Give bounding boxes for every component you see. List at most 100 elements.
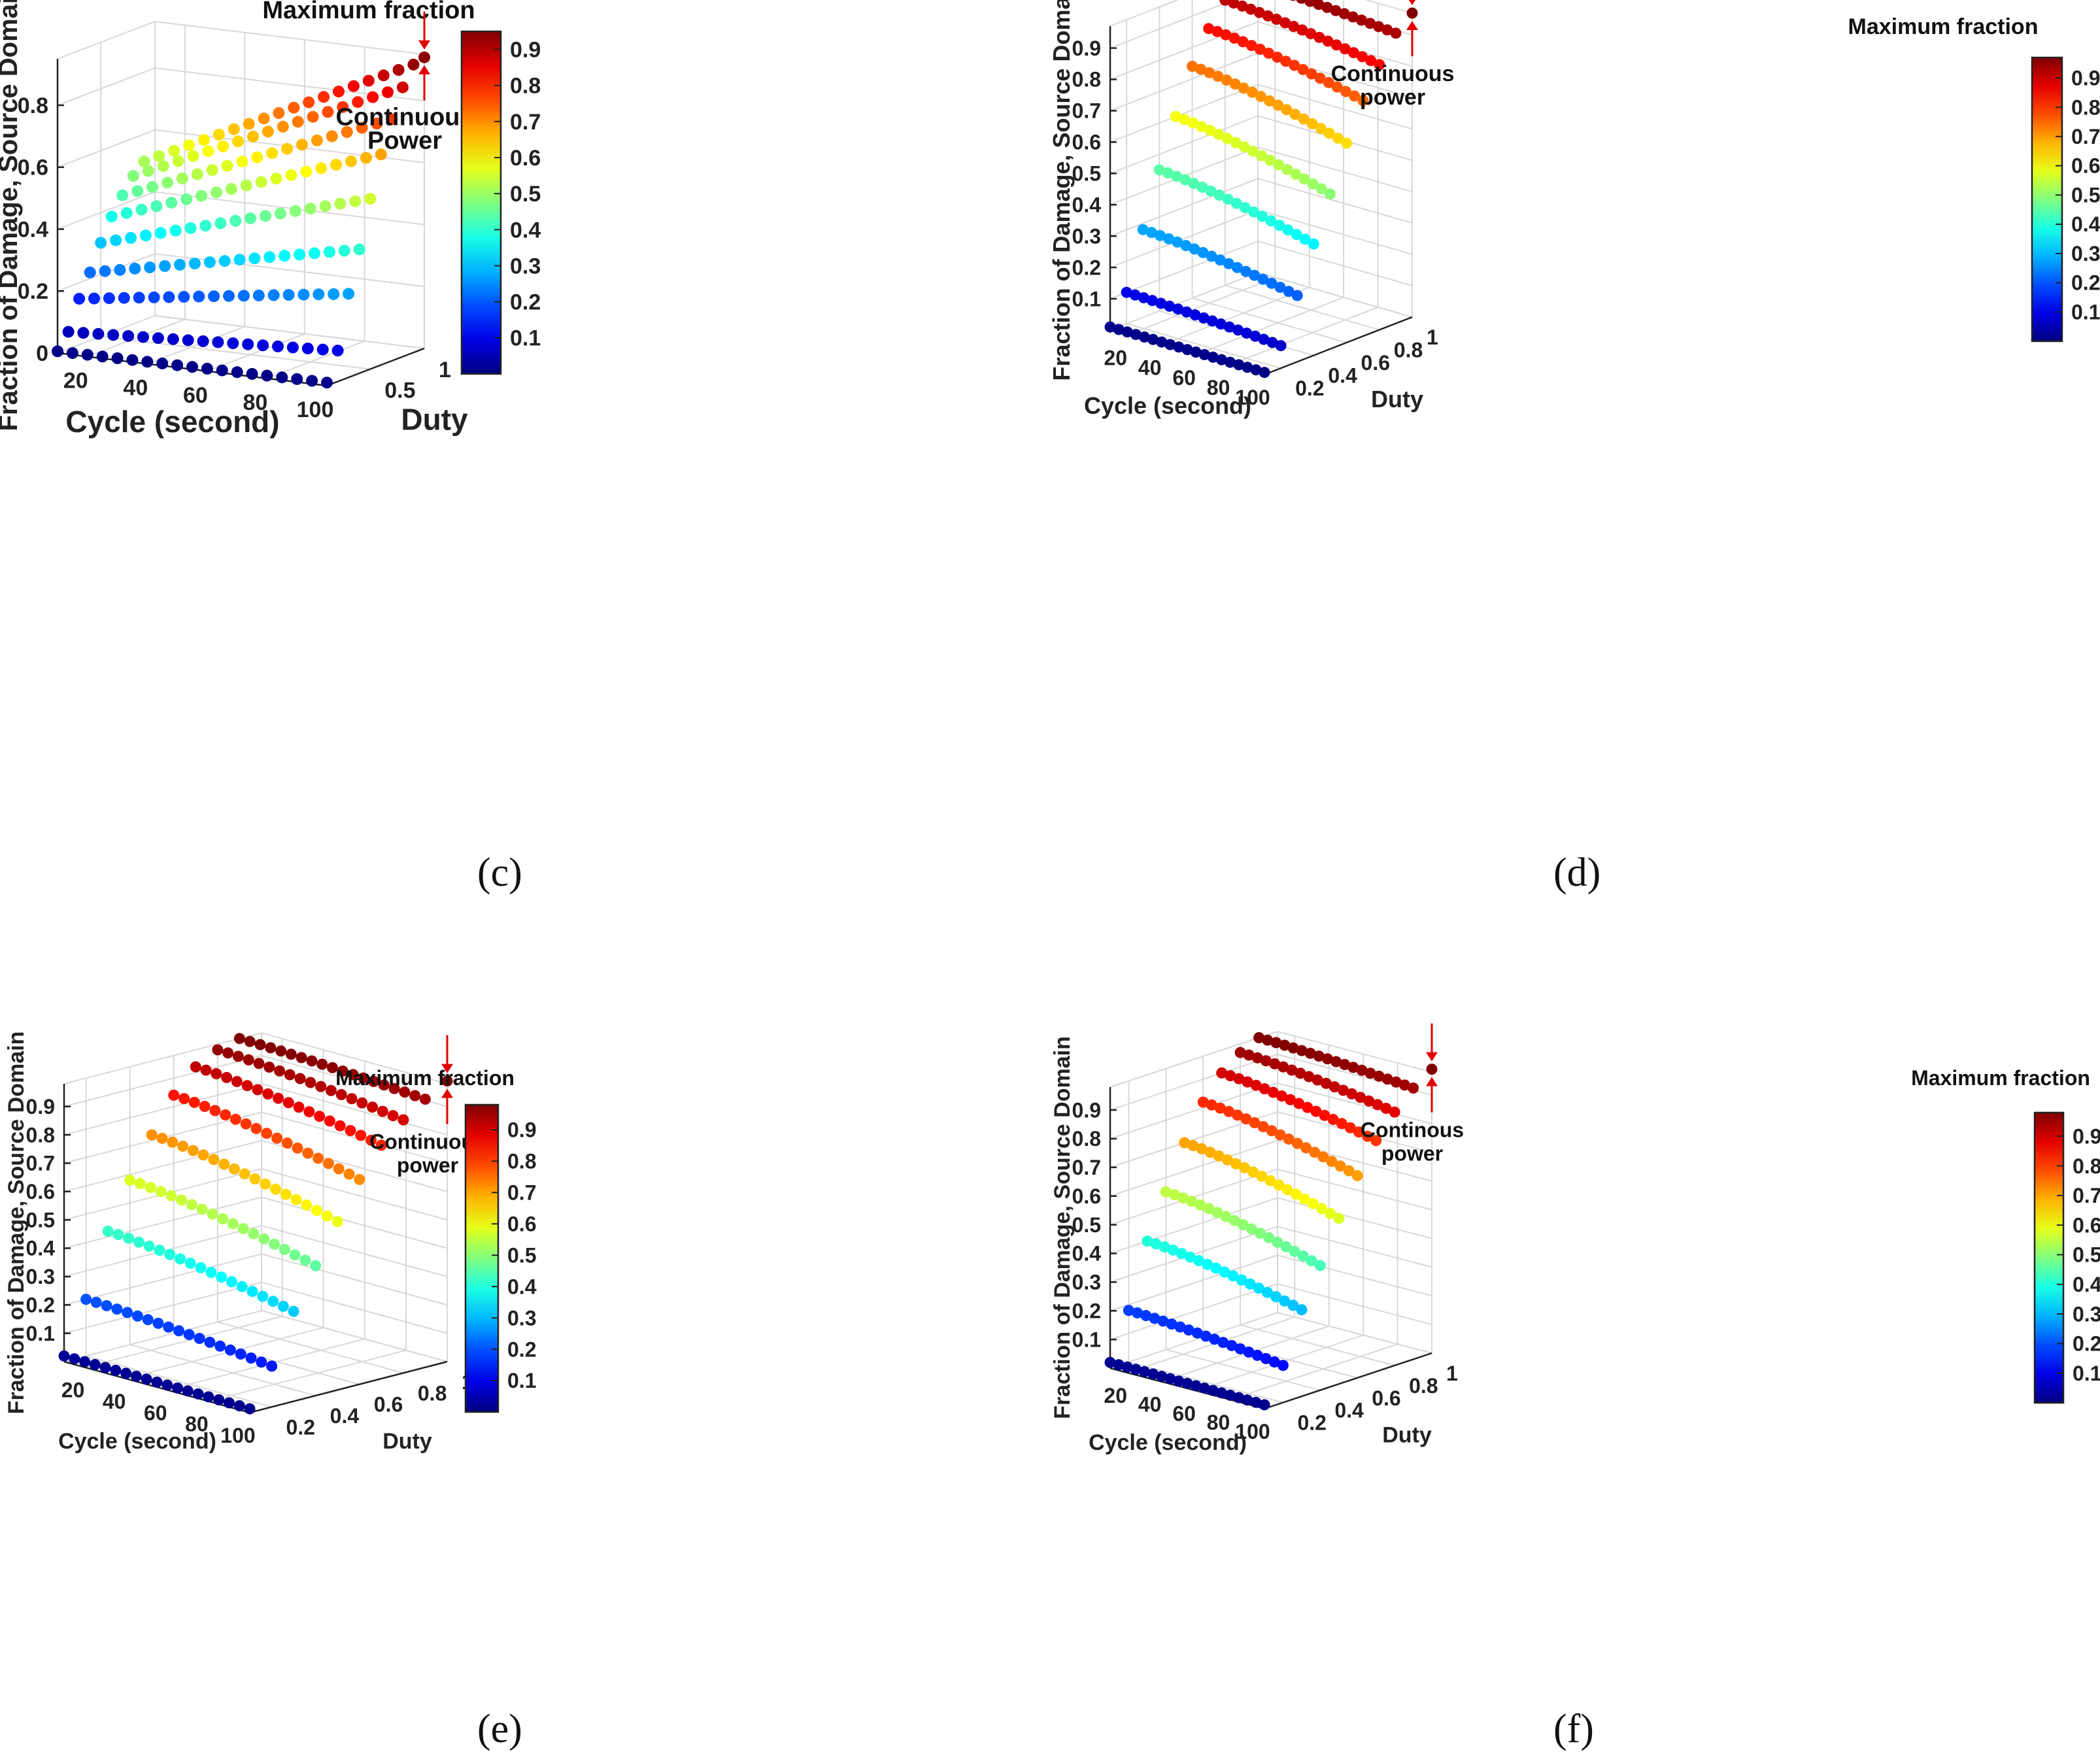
data-point [194,1333,205,1344]
data-point [1231,261,1243,273]
data-point [1291,290,1303,301]
data-point [1230,197,1242,209]
data-point [294,1073,306,1084]
colorbar-tick-label: 0.2 [507,1337,536,1361]
data-point [213,1394,225,1405]
data-point [292,116,304,128]
data-point [1247,1166,1259,1178]
data-point [1187,60,1198,72]
y-axis-c [326,347,425,387]
data-point [279,1243,290,1255]
continuous-label-line2: power [1360,85,1425,110]
data-point [1156,1371,1168,1382]
gridline-y [129,1067,316,1396]
x-tick-label: 80 [1207,376,1230,399]
colorbar-tick-label: 0.7 [510,110,541,135]
data-point [1179,174,1191,186]
data-point [1172,236,1183,248]
chart-d: 0.1 0.2 0.3 0.4 0.5 0.6 0.7 0.8 0.9 20 40 60 80 100 0.… [1050,0,2100,419]
data-point [1121,286,1132,298]
data-point [243,1054,254,1066]
data-point [1219,1266,1230,1278]
data-point [1173,1375,1185,1387]
data-point [1315,123,1327,134]
data-point [1156,336,1168,348]
data-point [1225,356,1236,368]
data-point [1150,1238,1162,1250]
data-point [260,1178,271,1190]
data-point [1113,1359,1125,1371]
data-point [62,326,75,338]
data-point [1247,145,1259,157]
data-point [176,1194,188,1206]
data-point [1281,163,1293,175]
data-point [187,150,199,162]
data-point [1258,333,1270,345]
chart-panel-d: 0.1 0.2 0.3 0.4 0.5 0.6 0.7 0.8 0.9 20 40 60 80 100 0.… [1050,0,2100,895]
data-point [333,86,345,97]
data-point [1273,159,1285,171]
data-point [122,330,135,342]
y-tick-label: 0.2 [1297,1411,1326,1435]
data-point [1138,292,1149,303]
data-point [386,113,398,126]
z-tick-label: 0.4 [26,1237,56,1260]
data-point [1211,25,1223,37]
data-point [1189,243,1200,255]
data-point [1229,78,1241,90]
data-point [273,1092,284,1104]
data-point [164,1249,176,1260]
data-point [101,1300,112,1311]
data-point [217,140,229,152]
data-point [323,246,335,258]
data-point [1259,1083,1270,1095]
z-tick-label: 0.4 [18,217,48,242]
data-point [229,214,242,227]
data-point [208,290,220,303]
data-point [1245,40,1257,52]
data-point [1237,1219,1249,1230]
data-point [258,112,270,125]
data-point [1174,1321,1186,1333]
data-point [232,1050,244,1062]
data-point [1278,1061,1289,1073]
data-point [1104,1356,1116,1368]
data-point [146,1129,158,1141]
continuous-power-point [1426,1064,1438,1075]
data-point [1202,1258,1213,1270]
data-point [180,193,193,205]
data-point [1285,1094,1296,1105]
colorbar-tick-label: 0.3 [507,1306,536,1330]
data-point [1225,1070,1236,1082]
data-point [237,1223,249,1235]
data-point [326,1062,338,1073]
data-point [296,139,308,151]
data-point [1293,1098,1305,1109]
y-axis-label: Duty [1371,386,1423,412]
data-point [184,1258,196,1269]
data-point [271,1132,283,1144]
colorbar-tick-label: 0.8 [507,1150,536,1173]
colorbar-c: 0.1 0.2 0.3 0.4 0.5 0.6 0.7 0.8 0.9 [460,30,541,375]
gridline-x [146,32,246,365]
colorbar-tick-label: 0.4 [2071,212,2100,236]
data-point [1304,0,1316,7]
z-axis-label: Fraction of Damage, Source Domain [0,0,23,431]
data-point [1291,229,1302,241]
data-point [419,1094,431,1105]
data-point [223,290,235,302]
data-point [269,1238,280,1250]
data-point [1183,1324,1194,1336]
data-point [168,144,180,157]
data-point [301,1199,313,1211]
colorbar-tick-label: 0.6 [2071,154,2100,178]
data-point [1206,1099,1217,1111]
data-point [285,169,297,181]
colorbar-tick-label: 0.5 [2071,183,2100,207]
panel-caption-c: (c) [477,850,522,895]
chart-f: 0.1 0.2 0.3 0.4 0.5 0.6 0.7 0.8 0.9 20 40 60 80 100 0.… [1050,1023,2100,1455]
y-axis-label: Duty [401,403,468,437]
data-point [1290,1188,1302,1200]
data-point [203,1391,214,1403]
data-point [1244,1278,1256,1290]
